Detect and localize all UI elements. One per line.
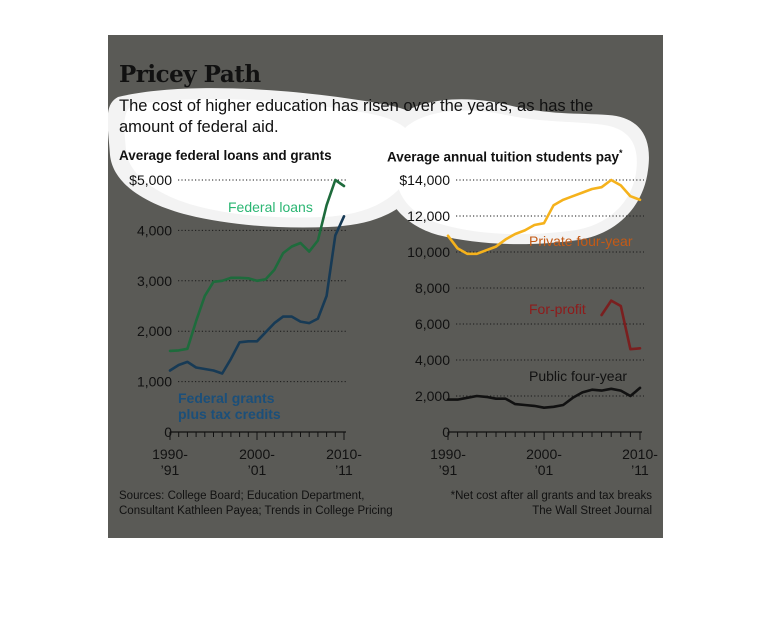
x-tick-label-line: ’11 [335,462,353,478]
series-line-1 [600,299,642,351]
series-label-line: Federal loans [228,199,313,215]
series-line-0 [168,178,346,353]
right-chart-title-text: Average annual tuition students pay [387,149,620,165]
x-tick-label-line: 2000- [526,446,562,462]
x-tick-label-line: 1990- [152,446,188,462]
x-tick-label: 1990-’91 [430,446,466,478]
y-tick-label: 4,000 [415,352,450,368]
x-tick-label-line: 1990- [430,446,466,462]
chart-panel: Pricey Path The cost of higher education… [108,35,663,538]
x-tick-label-line: ’91 [439,462,458,478]
y-tick-label: $14,000 [399,172,450,188]
series-label: Federal loans [228,199,313,215]
y-tick-label: 10,000 [407,244,450,260]
x-tick-label-line: ’91 [161,462,180,478]
footnote-line-2: The Wall Street Journal [532,505,652,517]
y-tick-label: 2,000 [137,323,172,339]
series-label-line: Federal grants [178,390,275,406]
sources-line-1: Sources: College Board; Education Depart… [119,490,365,502]
x-tick-label: 2000-’01 [526,446,562,478]
series-label-line: Private four-year [529,233,633,249]
chart-subtitle: The cost of higher education has risen o… [119,97,594,136]
y-tick-label: 2,000 [415,388,450,404]
series-label: Federal grants plus tax credits [178,390,281,422]
left-chart-title: Average federal loans and grants [119,148,332,163]
series-label: Private four-year [529,233,633,249]
white-highlight-marks [108,88,649,245]
y-tick-label: $5,000 [129,172,172,188]
sources-note: Sources: College Board; Education Depart… [119,489,393,519]
series-line-1 [168,215,346,375]
left-chart-title-text: Average federal loans and grants [119,148,332,163]
y-tick-label: 6,000 [415,316,450,332]
sources-line-2: Consultant Kathleen Payea; Trends in Col… [119,505,393,517]
right-chart-title-marker: * [619,148,623,158]
x-tick-label: 1990-’91 [152,446,188,478]
series-label-line: For-profit [529,301,586,317]
right-chart-title: Average annual tuition students pay* [387,148,623,165]
y-tick-label: 12,000 [407,208,450,224]
y-tick-label: 4,000 [137,222,172,238]
x-tick-label: 2000-’01 [239,446,275,478]
footnote-line-1: *Net cost after all grants and tax break… [450,490,652,502]
footnote: *Net cost after all grants and tax break… [451,489,652,519]
series-label: For-profit [529,301,586,317]
y-tick-label: 3,000 [137,273,172,289]
highlight-blob-left-inner [124,99,418,218]
x-tick-label-line: ’01 [535,462,554,478]
x-tick-label-line: 2000- [239,446,275,462]
charts-svg: 01,0002,0003,0004,000$5,0001990-’912000-… [129,172,658,478]
highlight-blob-right-inner [396,110,637,235]
series-label-line: plus tax credits [178,406,281,422]
x-tick-label: 2010-’11 [326,446,362,478]
series-line-0 [446,178,642,256]
y-tick-label: 0 [442,424,450,440]
x-tick-label-line: ’01 [248,462,267,478]
y-tick-label: 8,000 [415,280,450,296]
series-label: Public four-year [529,368,627,384]
x-tick-label: 2010-’11 [622,446,658,478]
series-line-2 [446,386,642,410]
x-tick-label-line: 2010- [622,446,658,462]
x-tick-label-line: 2010- [326,446,362,462]
y-tick-label: 1,000 [137,374,172,390]
y-tick-label: 0 [164,424,172,440]
x-tick-label-line: ’11 [631,462,649,478]
chart-title: Pricey Path [119,61,261,88]
series-label-line: Public four-year [529,368,627,384]
